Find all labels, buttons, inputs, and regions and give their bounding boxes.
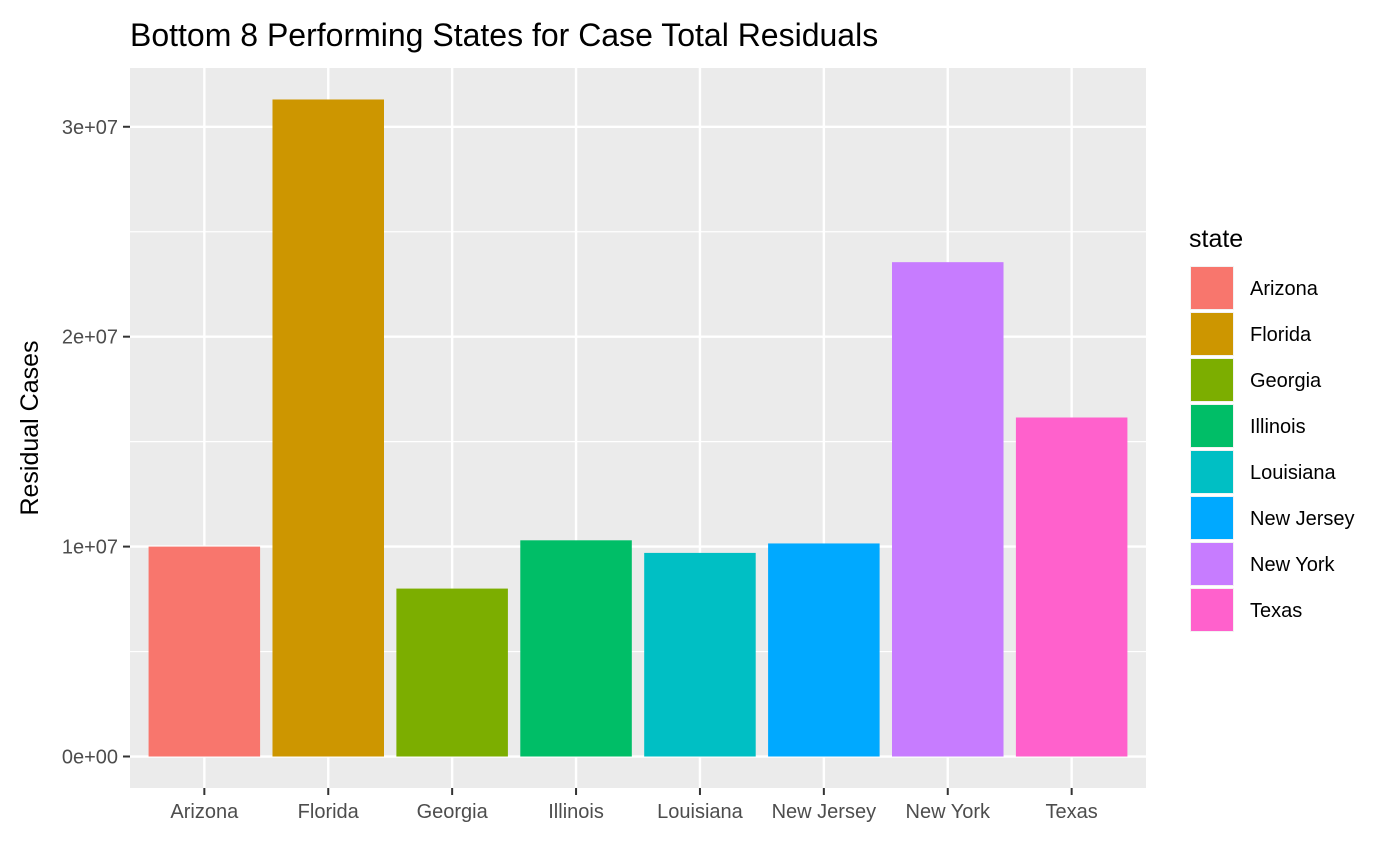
bar-florida	[272, 99, 384, 757]
y-tick-label: 0e+00	[62, 747, 118, 769]
bar-georgia	[396, 588, 508, 757]
legend-label: Louisiana	[1250, 462, 1337, 484]
bar-louisiana	[644, 552, 756, 757]
legend-key-swatch	[1191, 359, 1233, 401]
legend-key-swatch	[1191, 589, 1233, 631]
bar-arizona	[148, 546, 261, 757]
y-axis: 0e+00 1e+07 2e+07 3e+07	[62, 117, 130, 769]
x-tick-label: Florida	[298, 801, 360, 823]
legend-label: Georgia	[1250, 370, 1322, 392]
x-tick-label: Arizona	[170, 801, 239, 823]
y-tick-label: 3e+07	[62, 117, 118, 139]
chart-title: Bottom 8 Performing States for Case Tota…	[130, 17, 878, 53]
bars	[148, 99, 1128, 757]
legend-key-swatch	[1191, 313, 1233, 355]
legend-label: New York	[1250, 554, 1335, 576]
legend-items: Arizona Florida Georgia Illinois Louisiana Ne…	[1190, 266, 1354, 632]
x-tick-label: Georgia	[417, 801, 489, 823]
y-tick-label: 2e+07	[62, 327, 118, 349]
x-tick-label: Illinois	[548, 801, 604, 823]
bar-texas	[1015, 417, 1128, 757]
legend-key-swatch	[1191, 497, 1233, 539]
legend-label: New Jersey	[1250, 508, 1354, 530]
legend-title: state	[1189, 225, 1243, 253]
bar-illinois	[520, 540, 632, 757]
legend-label: Florida	[1250, 324, 1312, 346]
y-tick-label: 1e+07	[62, 537, 118, 559]
legend-key-swatch	[1191, 543, 1233, 585]
x-tick-label: New York	[906, 801, 991, 823]
legend-label: Texas	[1250, 600, 1302, 622]
y-axis-title: Residual Cases	[16, 340, 44, 515]
legend-key-swatch	[1191, 405, 1233, 447]
x-tick-label: New Jersey	[772, 801, 876, 823]
legend-label: Illinois	[1250, 416, 1306, 438]
legend-key-swatch	[1191, 451, 1233, 493]
x-tick-label: Louisiana	[657, 801, 744, 823]
x-tick-label: Texas	[1046, 801, 1098, 823]
x-axis: Arizona Florida Georgia Illinois Louisiana Ne…	[170, 788, 1098, 823]
legend: state Arizona Florida Georgia Illinois Louis…	[1189, 225, 1354, 632]
bar-new-york	[892, 262, 1004, 757]
legend-label: Arizona	[1250, 278, 1319, 300]
legend-key-swatch	[1191, 267, 1233, 309]
bar-new-jersey	[768, 543, 880, 757]
